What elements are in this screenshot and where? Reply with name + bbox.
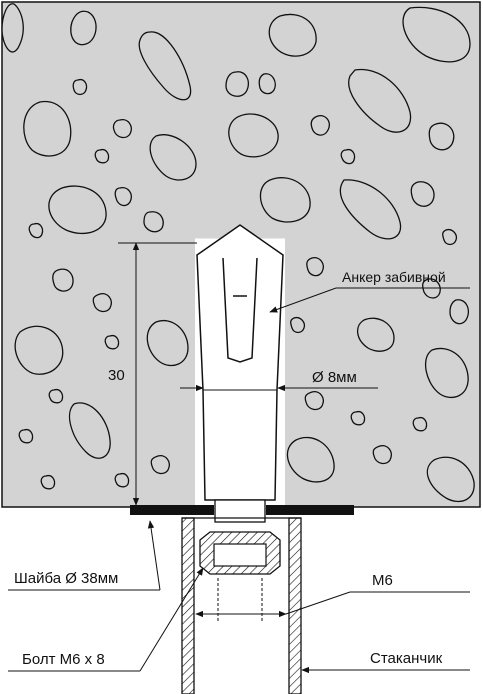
cup (181, 517, 302, 694)
thread-label: M6 (372, 572, 393, 589)
bolt-label: Болт M6 x 8 (22, 651, 105, 668)
concrete-aggregate-stones (1, 3, 475, 503)
depth-label: 30 (108, 367, 125, 384)
bolt-head (199, 531, 281, 575)
anchor-stub (214, 499, 266, 523)
drive-anchor (196, 224, 284, 501)
anchor-label: Анкер забивной (342, 269, 446, 285)
thread-dimension (195, 578, 470, 622)
washer-label: Шайба Ø 38мм (14, 570, 118, 587)
anchor-leader (269, 287, 470, 313)
washer-leader (8, 520, 161, 591)
cup-label: Стаканчик (370, 650, 443, 667)
bolt-leader (8, 567, 204, 672)
washer (130, 505, 354, 515)
diameter-label: Ø 8мм (312, 369, 357, 386)
depth-dimension (118, 242, 197, 506)
